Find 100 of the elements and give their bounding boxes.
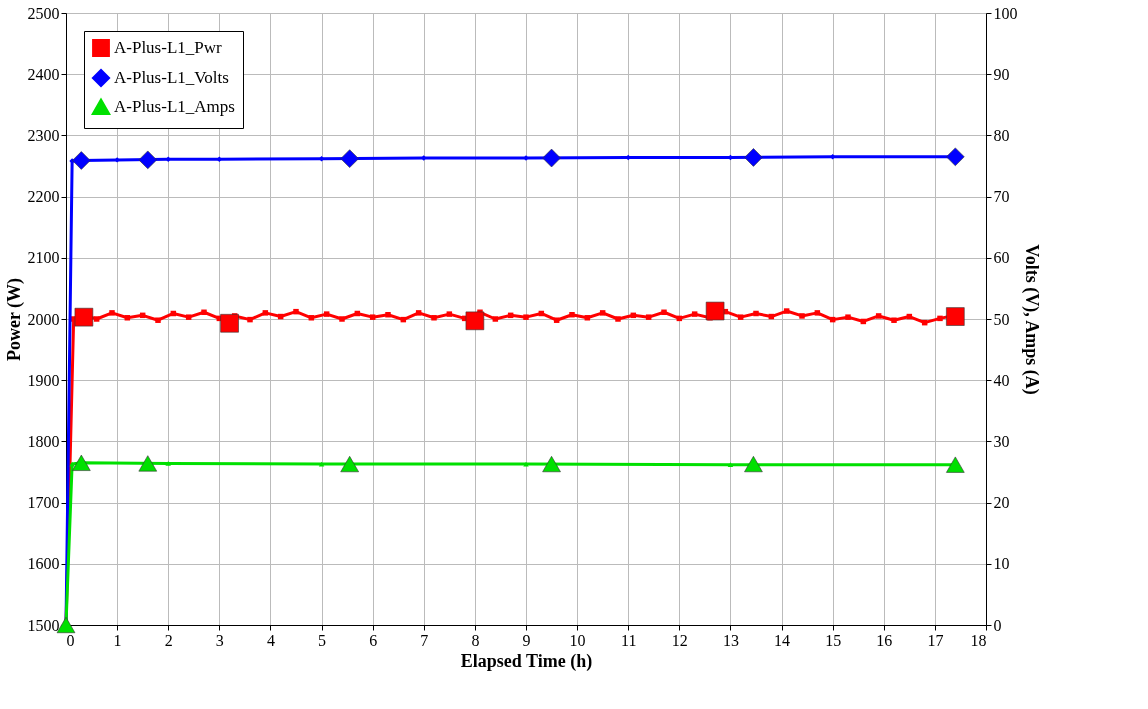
point: [308, 315, 315, 321]
point: [691, 311, 698, 317]
point: [339, 316, 345, 322]
legend-label: A-Plus-L1_Volts: [114, 68, 229, 87]
x-tick-label: 5: [318, 631, 327, 649]
x-tick-label: 6: [369, 631, 378, 649]
point: [744, 456, 763, 473]
point: [946, 456, 965, 473]
point: [845, 314, 851, 320]
x-tick-label: 2: [164, 631, 173, 649]
point: [124, 315, 131, 321]
y2-tick-label: 60: [993, 249, 1010, 267]
x-tick-label: 18: [970, 631, 987, 649]
x-tick-label: 9: [522, 631, 531, 649]
point: [93, 316, 100, 322]
y2-tick-label: 50: [993, 310, 1010, 328]
x-tick-label: 17: [927, 631, 944, 649]
point: [185, 314, 192, 320]
y-tick-label: 2400: [27, 65, 60, 83]
point: [946, 307, 965, 326]
point: [340, 149, 359, 168]
point: [421, 155, 427, 161]
point: [814, 310, 821, 316]
point: [645, 314, 652, 320]
y-tick-label: 2100: [27, 249, 60, 267]
point: [523, 314, 529, 320]
point: [293, 308, 299, 315]
point: [937, 315, 943, 322]
y2-axis-title: Volts (V), Amps (A): [1020, 244, 1042, 395]
x-tick-label: 16: [876, 631, 893, 649]
legend-label: A-Plus-L1_Pwr: [114, 38, 223, 57]
y2-tick-label: 80: [993, 126, 1010, 144]
point: [385, 311, 391, 318]
point: [415, 310, 422, 316]
y-tick-label: 1800: [27, 432, 60, 450]
point: [737, 314, 744, 320]
y-tick-label: 2000: [27, 310, 60, 328]
point: [318, 461, 325, 467]
y-tick-label: 1500: [27, 616, 60, 634]
point: [369, 314, 376, 320]
x-tick-label: 13: [722, 631, 739, 649]
point: [465, 311, 485, 331]
point: [340, 456, 359, 473]
point: [431, 315, 437, 321]
point: [542, 456, 561, 473]
x-tick-label: 11: [621, 631, 637, 649]
point: [165, 461, 171, 466]
x-axis-title: Elapsed Time (h): [460, 650, 593, 672]
point: [875, 313, 882, 319]
y2-tick-label: 10: [993, 555, 1010, 573]
y-tick-label: 1600: [27, 555, 60, 573]
x-tick-label: 14: [774, 631, 791, 649]
point: [201, 309, 207, 316]
point: [72, 151, 91, 170]
x-tick-label: 7: [420, 631, 429, 649]
point: [705, 301, 725, 321]
point: [569, 311, 575, 318]
point: [165, 156, 171, 163]
y-tick-label: 2300: [27, 126, 60, 144]
point: [542, 148, 561, 168]
point: [109, 310, 115, 316]
point: [492, 316, 499, 322]
point: [891, 317, 897, 323]
point: [247, 316, 253, 323]
point: [753, 310, 759, 317]
point: [744, 148, 763, 167]
y2-tick-label: 100: [993, 4, 1018, 22]
x-tick-label: 3: [215, 631, 224, 649]
y2-tick-label: 20: [993, 494, 1010, 512]
point: [615, 316, 621, 322]
x-tick-label: 8: [471, 631, 480, 649]
y2-tick-label: 90: [993, 65, 1010, 83]
y2-tick-label: 40: [993, 371, 1010, 389]
x-tick-label: 12: [671, 631, 688, 649]
x-tick-label: 4: [266, 631, 275, 649]
y2-tick-label: 0: [993, 616, 1002, 634]
point: [155, 317, 161, 323]
point: [946, 147, 965, 167]
y-axis-title: Power (W): [3, 277, 25, 362]
point: [727, 462, 734, 468]
y2-tick-label: 70: [993, 188, 1010, 206]
y-tick-label: 2500: [27, 4, 60, 22]
point: [661, 309, 667, 316]
x-tick-label: 1: [113, 631, 122, 649]
point: [220, 314, 239, 333]
point: [799, 313, 805, 319]
point: [138, 455, 158, 472]
y-tick-label: 2200: [27, 188, 60, 206]
point: [323, 311, 330, 317]
y-tick-label: 1700: [27, 494, 60, 512]
point: [446, 311, 453, 317]
point: [599, 310, 606, 316]
point: [138, 150, 158, 170]
legend-label: A-Plus-L1_Amps: [114, 97, 235, 116]
x-tick-label: 15: [825, 631, 842, 649]
point: [262, 310, 269, 316]
point: [553, 317, 560, 323]
point: [584, 315, 591, 321]
y-tick-label: 1900: [27, 371, 60, 389]
point: [74, 307, 94, 327]
